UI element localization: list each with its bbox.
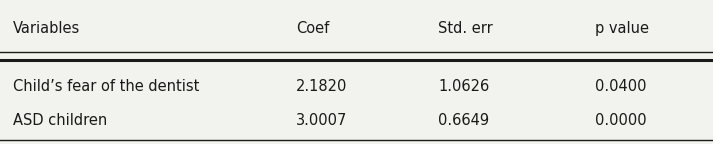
Text: Variables: Variables <box>13 21 80 36</box>
Text: Std. err: Std. err <box>438 21 493 36</box>
Text: 1.0626: 1.0626 <box>438 79 490 94</box>
Text: Child’s fear of the dentist: Child’s fear of the dentist <box>13 79 199 94</box>
Text: ASD children: ASD children <box>13 113 107 128</box>
Text: 3.0007: 3.0007 <box>296 113 347 128</box>
Text: 0.6649: 0.6649 <box>438 113 490 128</box>
Text: 2.1820: 2.1820 <box>296 79 347 94</box>
Text: 0.0400: 0.0400 <box>595 79 647 94</box>
Text: p value: p value <box>595 21 650 36</box>
Text: 0.0000: 0.0000 <box>595 113 647 128</box>
Text: Coef: Coef <box>296 21 329 36</box>
